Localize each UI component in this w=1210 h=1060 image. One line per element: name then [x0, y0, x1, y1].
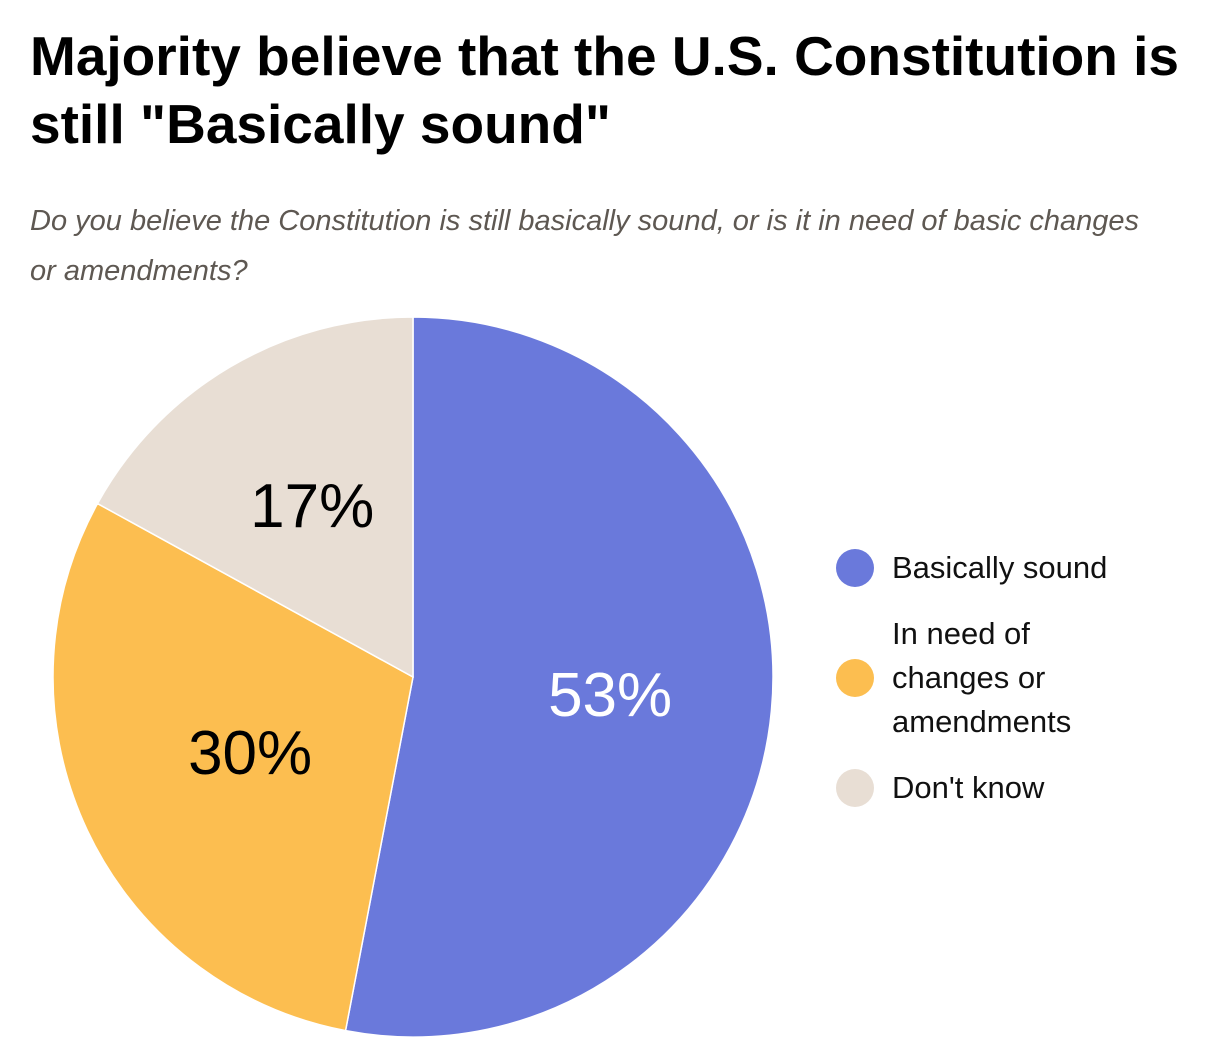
legend-label-changes-or-amendments: In need of changes or amendments: [892, 616, 1072, 739]
legend-label-dont-know: Don't know: [892, 770, 1045, 805]
pie-label-changes-or-amendments: 30%: [188, 719, 312, 788]
pie-slice-dont-know: [96, 316, 414, 679]
legend-item-changes-or-amendments: In need of changes or amendments: [836, 612, 1196, 744]
pie-label-basically-sound: 53%: [548, 661, 672, 730]
chart-legend: Basically sound In need of changes or am…: [836, 540, 1196, 832]
legend-label-basically-sound: Basically sound: [892, 550, 1108, 585]
pie-slice-basically-sound: [344, 316, 774, 1038]
legend-item-basically-sound: Basically sound: [836, 540, 1196, 596]
chart-title: Majority believe that the U.S. Constitut…: [30, 25, 1180, 155]
chart-subtitle: Do you believe the Constitution is still…: [30, 205, 1140, 287]
legend-swatch-changes-or-amendments: [836, 659, 874, 697]
legend-swatch-dont-know: [836, 769, 874, 807]
legend-swatch-basically-sound: [836, 549, 874, 587]
pie-slice-changes-or-amendments: [52, 502, 414, 1032]
legend-item-dont-know: Don't know: [836, 760, 1196, 816]
pie-label-dont-know: 17%: [250, 472, 374, 541]
